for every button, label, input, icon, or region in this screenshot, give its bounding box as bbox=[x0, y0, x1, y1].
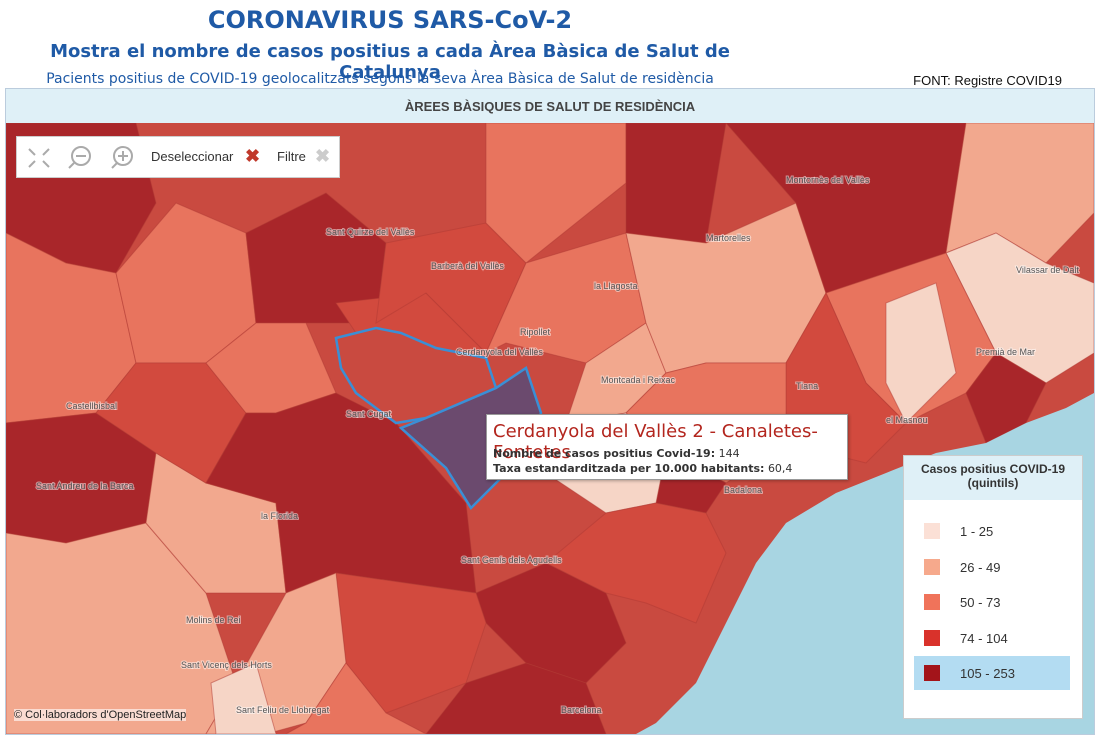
place: Sant Quirze del Vallès bbox=[326, 227, 415, 237]
legend-swatch bbox=[924, 558, 940, 575]
place: Sant Andreu de la Barca bbox=[36, 481, 134, 491]
place: Tiana bbox=[796, 381, 818, 391]
place: Barberà del Vallès bbox=[431, 261, 504, 271]
legend: Casos positius COVID-19 (quintils) 1 - 2… bbox=[903, 455, 1083, 719]
legend-swatch bbox=[924, 629, 940, 646]
place-labels: Sant Quirze del Vallès Barberà del Vallè… bbox=[35, 174, 1080, 716]
legend-label: 105 - 253 bbox=[960, 666, 1015, 681]
map-title: ÀREES BÀSIQUES DE SALUT DE RESIDÈNCIA bbox=[6, 89, 1094, 123]
place: Montornès del Vallès bbox=[786, 175, 870, 185]
subtitle: Mostra el nombre de casos positius a cad… bbox=[50, 41, 730, 83]
legend-swatch bbox=[924, 594, 940, 610]
legend-swatch bbox=[924, 523, 940, 539]
legend-item[interactable]: 105 - 253 bbox=[914, 656, 1070, 690]
legend-label: 26 - 49 bbox=[960, 559, 1001, 575]
legend-label: 74 - 104 bbox=[960, 630, 1008, 646]
legend-label: 50 - 73 bbox=[960, 595, 1001, 610]
place: Ripollet bbox=[520, 327, 551, 337]
place: Sant Feliu de Llobregat bbox=[236, 705, 330, 715]
deselect-icon[interactable]: ✖ bbox=[245, 146, 261, 166]
place: Vilassar de Dalt bbox=[1016, 265, 1079, 275]
label: Nombre de casos positius Covid-19: bbox=[493, 447, 716, 460]
place: Premià de Mar bbox=[976, 347, 1035, 357]
zoom-in-icon[interactable] bbox=[113, 146, 133, 166]
place: Sant Cugat bbox=[346, 409, 392, 419]
tooltip-cases: Nombre de casos positius Covid-19: 144 bbox=[493, 447, 740, 460]
place: Sant Vicenç dels Horts bbox=[181, 660, 272, 670]
label: Taxa estandarditzada per 10.000 habitant… bbox=[493, 462, 765, 475]
attribution: © Col·laboradors d'OpenStreetMap bbox=[14, 709, 187, 721]
place: el Masnou bbox=[886, 415, 928, 425]
place: Montcada i Reixac bbox=[601, 375, 676, 385]
place: Sant Genís dels Agudells bbox=[461, 555, 562, 565]
legend-swatch bbox=[924, 665, 940, 681]
place: Badalona bbox=[724, 485, 762, 495]
tooltip-name: Cerdanyola del Vallès 2 - Canaletes-Font… bbox=[493, 421, 818, 463]
tooltip: Cerdanyola del Vallès 2 - Canaletes-Font… bbox=[486, 414, 848, 480]
deselect-button[interactable]: Deseleccionar bbox=[151, 149, 234, 164]
source: FONT: Registre COVID19 bbox=[913, 73, 1062, 88]
place: Cerdanyola del Vallès bbox=[456, 347, 543, 357]
map-panel: ÀREES BÀSIQUES DE SALUT DE RESIDÈNCIA bbox=[5, 88, 1095, 735]
fullscreen-icon[interactable] bbox=[28, 148, 50, 168]
place: Molins de Rei bbox=[186, 615, 241, 625]
legend-item[interactable]: 1 - 25 bbox=[914, 514, 1070, 548]
map[interactable]: Sant Quirze del Vallès Barberà del Vallè… bbox=[6, 123, 1094, 734]
place: Martorelles bbox=[706, 233, 751, 243]
place: Barcelona bbox=[561, 705, 602, 715]
tooltip-rate: Taxa estandarditzada per 10.000 habitant… bbox=[493, 462, 792, 475]
legend-label: 1 - 25 bbox=[960, 524, 994, 539]
legend-item[interactable]: 74 - 104 bbox=[914, 621, 1070, 655]
place: Castellbisbal bbox=[66, 401, 117, 411]
zoom-out-icon[interactable] bbox=[71, 146, 91, 166]
value: 144 bbox=[718, 447, 740, 460]
toolbar: Deseleccionar ✖ Filtre ✖ bbox=[16, 136, 340, 178]
place: la Llagosta bbox=[594, 281, 638, 291]
legend-item[interactable]: 26 - 49 bbox=[914, 550, 1070, 584]
legend-item[interactable]: 50 - 73 bbox=[914, 585, 1070, 619]
legend-title: Casos positius COVID-19 (quintils) bbox=[904, 456, 1082, 500]
filter-icon[interactable]: ✖ bbox=[315, 146, 331, 166]
description: Pacients positius de COVID-19 geolocalit… bbox=[46, 71, 714, 87]
title: CORONAVIRUS SARS-CoV-2 bbox=[207, 6, 573, 34]
regions bbox=[6, 123, 1094, 734]
place: la Florida bbox=[261, 511, 298, 521]
value: 60,4 bbox=[767, 462, 793, 475]
zoom-icons[interactable] bbox=[17, 137, 157, 177]
filter-button[interactable]: Filtre bbox=[277, 149, 306, 164]
